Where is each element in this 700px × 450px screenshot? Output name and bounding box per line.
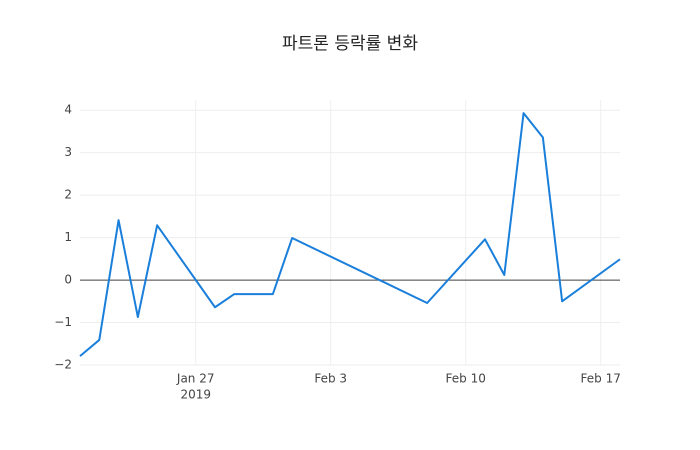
- y-tick-label: 1: [64, 230, 72, 244]
- x-year-label: 2019: [180, 388, 211, 402]
- x-tick-label: Feb 3: [314, 372, 347, 386]
- y-tick-label: −1: [54, 315, 72, 329]
- line: [79, 112, 621, 357]
- chart-title: 파트론 등락률 변화: [282, 34, 418, 54]
- y-tick-label: −2: [54, 358, 72, 372]
- y-tick-label: 4: [64, 103, 72, 117]
- x-tick-label: Feb 17: [581, 372, 621, 386]
- y-tick-label: 0: [64, 273, 72, 287]
- x-tick-label: Jan 27: [176, 372, 215, 386]
- y-tick-label: 3: [64, 145, 72, 159]
- y-tick-label: 2: [64, 188, 72, 202]
- x-tick-label: Feb 10: [446, 372, 486, 386]
